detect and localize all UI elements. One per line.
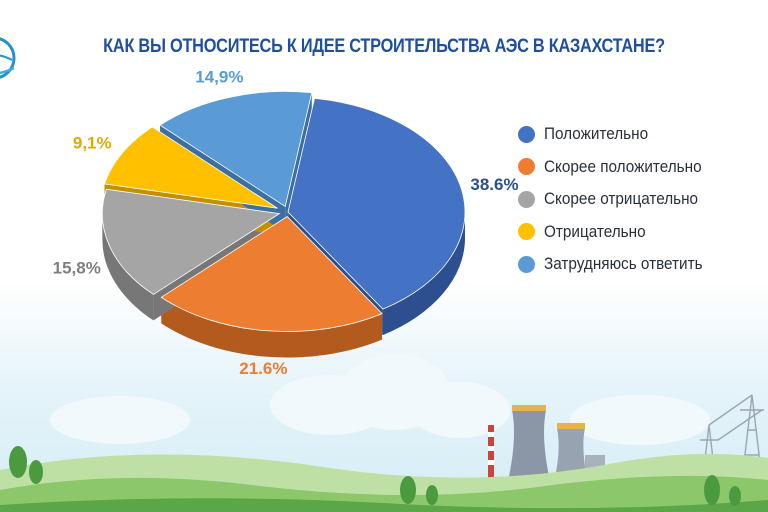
- hills: [0, 453, 768, 512]
- legend-item: Положительно: [518, 118, 720, 151]
- legend-swatch: [518, 223, 535, 241]
- pie-label-3: 9,1%: [73, 134, 112, 153]
- pie-slice-2: [102, 188, 281, 295]
- pie-slice-4: [159, 91, 313, 208]
- pie-slice-1: [160, 216, 383, 332]
- pie-side-1: [161, 297, 383, 358]
- pie-label-0: 38.6%: [470, 175, 518, 194]
- pie-side-2: [102, 213, 154, 321]
- pie-label-1: 21.6%: [239, 359, 287, 378]
- legend-label: Скорее отрицательно: [544, 189, 699, 209]
- legend: Положительно Скорее положительно Скорее от…: [518, 118, 720, 281]
- pie-label-2: 15,8%: [53, 258, 101, 277]
- pie-chart: [102, 91, 466, 358]
- legend-swatch: [518, 158, 535, 176]
- legend-item: Скорее положительно: [518, 151, 720, 184]
- legend-item: Отрицательно: [518, 216, 720, 249]
- pie-labels: 38.6% 21.6% 15,8% 9,1% 14,9%: [53, 67, 519, 378]
- legend-label: Положительно: [544, 124, 649, 144]
- pie-slice-3: [103, 126, 278, 209]
- pie-side-0: [382, 212, 465, 336]
- logo-icon: [0, 37, 16, 79]
- clouds: [50, 354, 710, 445]
- legend-swatch: [518, 125, 535, 143]
- legend-swatch: [518, 255, 535, 273]
- legend-label: Отрицательно: [544, 221, 646, 241]
- legend-item: Затрудняюсь ответить: [518, 248, 720, 281]
- legend-swatch: [518, 190, 535, 208]
- pie-slice-0: [287, 97, 466, 310]
- legend-label: Затрудняюсь ответить: [544, 254, 703, 274]
- legend-label: Скорее положительно: [544, 156, 702, 176]
- chart-title: КАК ВЫ ОТНОСИТЕСЬ К ИДЕЕ СТРОИТЕЛЬСТВА А…: [103, 36, 665, 57]
- legend-item: Скорее отрицательно: [518, 183, 720, 216]
- trees: [9, 446, 741, 506]
- pie-label-4: 14,9%: [195, 67, 243, 86]
